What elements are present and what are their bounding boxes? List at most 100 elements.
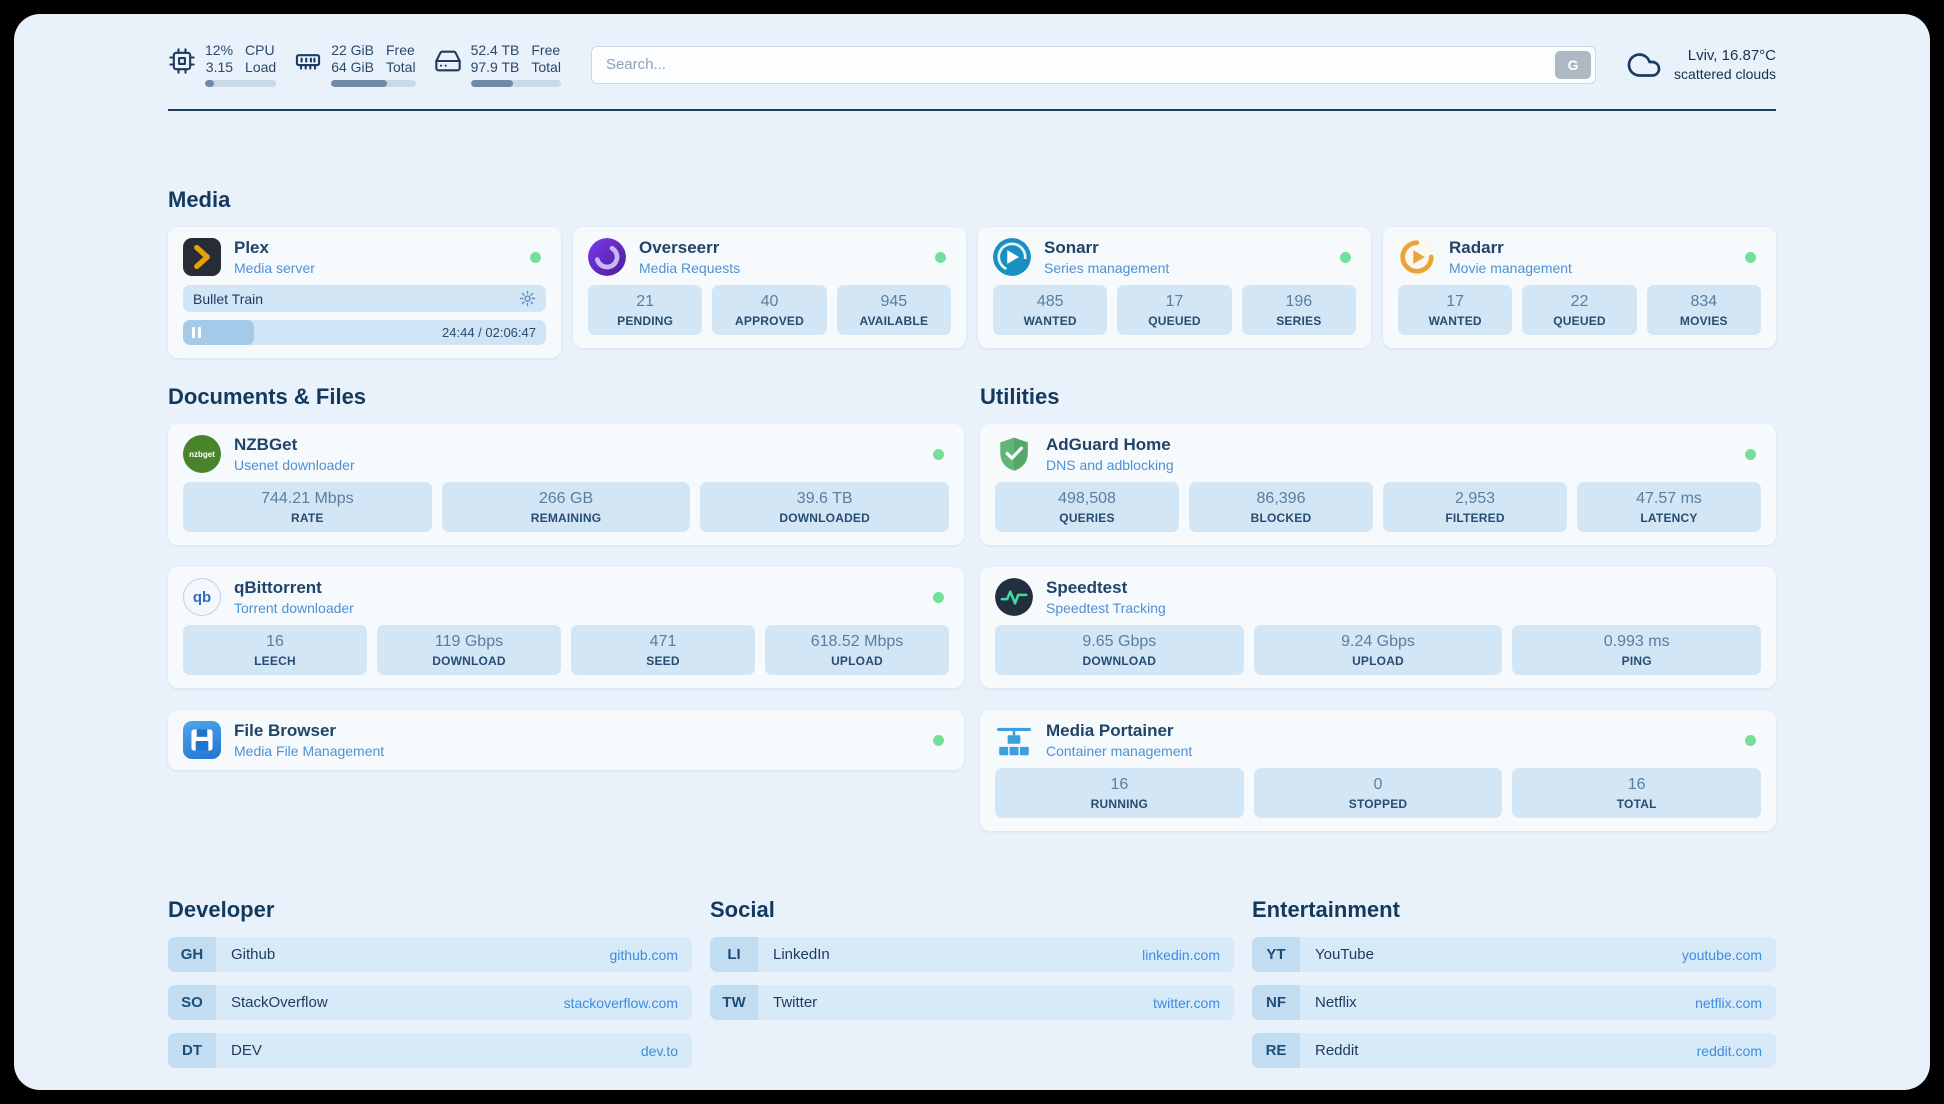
- cpu-progress-bar: [205, 80, 277, 87]
- bookmark-abbr: TW: [710, 985, 758, 1020]
- stat-value: 47.57 ms: [1636, 489, 1702, 507]
- service-name: Overseerr: [639, 238, 720, 257]
- bookmark-item[interactable]: RE Reddit reddit.com: [1252, 1033, 1776, 1068]
- bookmark-group-developer: Developer GH Github github.com SO StackO…: [168, 897, 692, 1068]
- adguard-icon: [995, 435, 1033, 473]
- stat-label: QUEUED: [1148, 313, 1201, 328]
- service-card-filebrowser[interactable]: File Browser Media File Management: [168, 710, 964, 770]
- bookmark-abbr: DT: [168, 1033, 216, 1068]
- status-dot: [935, 251, 946, 263]
- service-stats: 744.21 Mbps RATE 266 GB REMAINING 39.6 T…: [168, 482, 964, 545]
- service-stats: 498,508 QUERIES 86,396 BLOCKED 2,953 FIL…: [980, 482, 1776, 545]
- service-stats: 485 WANTED 17 QUEUED 196 SERIES: [978, 285, 1371, 348]
- service-card-nzbget[interactable]: nzbget NZBGet Usenet downloader 744.21 M…: [168, 424, 964, 545]
- ram-free-label: Free: [386, 42, 415, 58]
- bookmark-item[interactable]: NF Netflix netflix.com: [1252, 985, 1776, 1020]
- bookmark-url: reddit.com: [1696, 1042, 1762, 1059]
- stat-label: PING: [1621, 653, 1652, 668]
- stat-value: 2,953: [1454, 489, 1496, 507]
- stat-tile: 39.6 TB DOWNLOADED: [700, 482, 950, 532]
- section-title-documents: Documents & Files: [168, 384, 367, 409]
- stat-label: TOTAL: [1616, 796, 1657, 811]
- plex-icon: [183, 238, 221, 276]
- service-card-plex[interactable]: Plex Media server Bullet Train: [168, 227, 561, 358]
- cpu-icon: [168, 47, 196, 75]
- ram-widget: 22 GiB Free 64 GiB Total: [294, 42, 416, 87]
- playback-progress-fill: [183, 320, 254, 345]
- service-stats: 16 LEECH 119 Gbps DOWNLOAD 471 SEED 618.…: [168, 625, 964, 688]
- service-card-radarr[interactable]: Radarr Movie management 17 WANTED 22 QUE…: [1383, 227, 1776, 348]
- service-desc: Media File Management: [234, 743, 385, 759]
- stat-value: 16: [1110, 775, 1129, 793]
- service-card-speedtest[interactable]: Speedtest Speedtest Tracking 9.65 Gbps D…: [980, 567, 1776, 688]
- service-card-adguard[interactable]: AdGuard Home DNS and adblocking 498,508 …: [980, 424, 1776, 545]
- service-name: Sonarr: [1044, 238, 1099, 257]
- ram-progress-fill: [331, 80, 387, 87]
- stat-tile: 266 GB REMAINING: [441, 482, 691, 532]
- bookmark-url: netflix.com: [1695, 994, 1762, 1011]
- stat-value: 744.21 Mbps: [261, 489, 354, 507]
- bookmark-item[interactable]: DT DEV dev.to: [168, 1033, 692, 1068]
- stat-tile: 0.993 ms PING: [1512, 625, 1762, 675]
- stat-value: 39.6 TB: [796, 489, 853, 507]
- stat-tile: 498,508 QUERIES: [995, 482, 1179, 532]
- bookmark-url: dev.to: [640, 1042, 678, 1059]
- bookmark-list: YT YouTube youtube.com NF Netflix netfli…: [1252, 937, 1776, 1068]
- stat-value: 471: [649, 632, 677, 650]
- weather-location: Lviv, 16.87°C: [1687, 47, 1776, 64]
- bookmark-item[interactable]: SO StackOverflow stackoverflow.com: [168, 985, 692, 1020]
- service-card-qbittorrent[interactable]: qb qBittorrent Torrent downloader 16 LEE…: [168, 567, 964, 688]
- service-card-portainer[interactable]: Media Portainer Container management 16 …: [980, 710, 1776, 831]
- bookmark-item[interactable]: GH Github github.com: [168, 937, 692, 972]
- service-desc: DNS and adblocking: [1046, 457, 1174, 473]
- service-name: Media Portainer: [1046, 721, 1174, 740]
- cpu-load-value: 3.15: [205, 59, 234, 75]
- disk-icon: [434, 47, 462, 75]
- pause-icon[interactable]: [192, 327, 201, 338]
- search-input[interactable]: [590, 45, 1597, 84]
- service-card-sonarr[interactable]: Sonarr Series management 485 WANTED 17 Q…: [978, 227, 1371, 348]
- stat-label: WANTED: [1428, 313, 1482, 328]
- cpu-load-label: Load: [245, 59, 277, 75]
- nzbget-icon: nzbget: [183, 435, 221, 473]
- ram-free-value: 22 GiB: [331, 42, 374, 58]
- utilities-column: Utilities AdGuard Home DNS and adblockin…: [980, 384, 1776, 831]
- stat-value: 119 Gbps: [434, 632, 504, 650]
- search-provider-button[interactable]: G: [1555, 50, 1592, 79]
- bookmark-name: Netflix: [1315, 994, 1357, 1011]
- stat-value: 22: [1570, 292, 1589, 310]
- section-title-entertainment: Entertainment: [1252, 897, 1400, 922]
- bookmark-url: github.com: [609, 946, 678, 963]
- stat-tile: 945 AVAILABLE: [836, 285, 951, 335]
- stat-label: SERIES: [1276, 313, 1322, 328]
- service-desc: Media Requests: [639, 260, 741, 276]
- service-card-overseerr[interactable]: Overseerr Media Requests 21 PENDING 40 A…: [573, 227, 966, 348]
- bookmark-item[interactable]: LI LinkedIn linkedin.com: [710, 937, 1234, 972]
- bookmark-list: GH Github github.com SO StackOverflow st…: [168, 937, 692, 1068]
- service-name: AdGuard Home: [1046, 435, 1171, 454]
- cpu-widget: 12% CPU 3.15 Load: [168, 42, 277, 87]
- bookmark-abbr: GH: [168, 937, 216, 972]
- stat-value: 0: [1373, 775, 1383, 793]
- stat-value: 17: [1165, 292, 1184, 310]
- bookmark-url: youtube.com: [1681, 946, 1762, 963]
- now-playing-row: Bullet Train: [183, 285, 546, 312]
- qbittorrent-icon: qb: [183, 578, 221, 616]
- cloud-icon: [1626, 47, 1662, 83]
- bookmark-name: YouTube: [1315, 946, 1374, 963]
- service-desc: Torrent downloader: [234, 600, 354, 616]
- search-form: G: [590, 45, 1597, 84]
- bookmark-item[interactable]: YT YouTube youtube.com: [1252, 937, 1776, 972]
- disk-progress-bar: [470, 80, 561, 87]
- service-desc: Series management: [1044, 260, 1170, 276]
- status-dot: [933, 448, 944, 460]
- disk-progress-fill: [470, 80, 514, 87]
- bookmark-item[interactable]: TW Twitter twitter.com: [710, 985, 1234, 1020]
- playback-time: 24:44 / 02:06:47: [442, 325, 536, 340]
- gear-icon[interactable]: [519, 290, 536, 307]
- stat-tile: 744.21 Mbps RATE: [183, 482, 432, 532]
- cpu-usage-value: 12%: [205, 42, 234, 58]
- bookmark-name: LinkedIn: [773, 946, 830, 963]
- stat-tile: 618.52 Mbps UPLOAD: [765, 625, 949, 675]
- bookmark-url: twitter.com: [1153, 994, 1220, 1011]
